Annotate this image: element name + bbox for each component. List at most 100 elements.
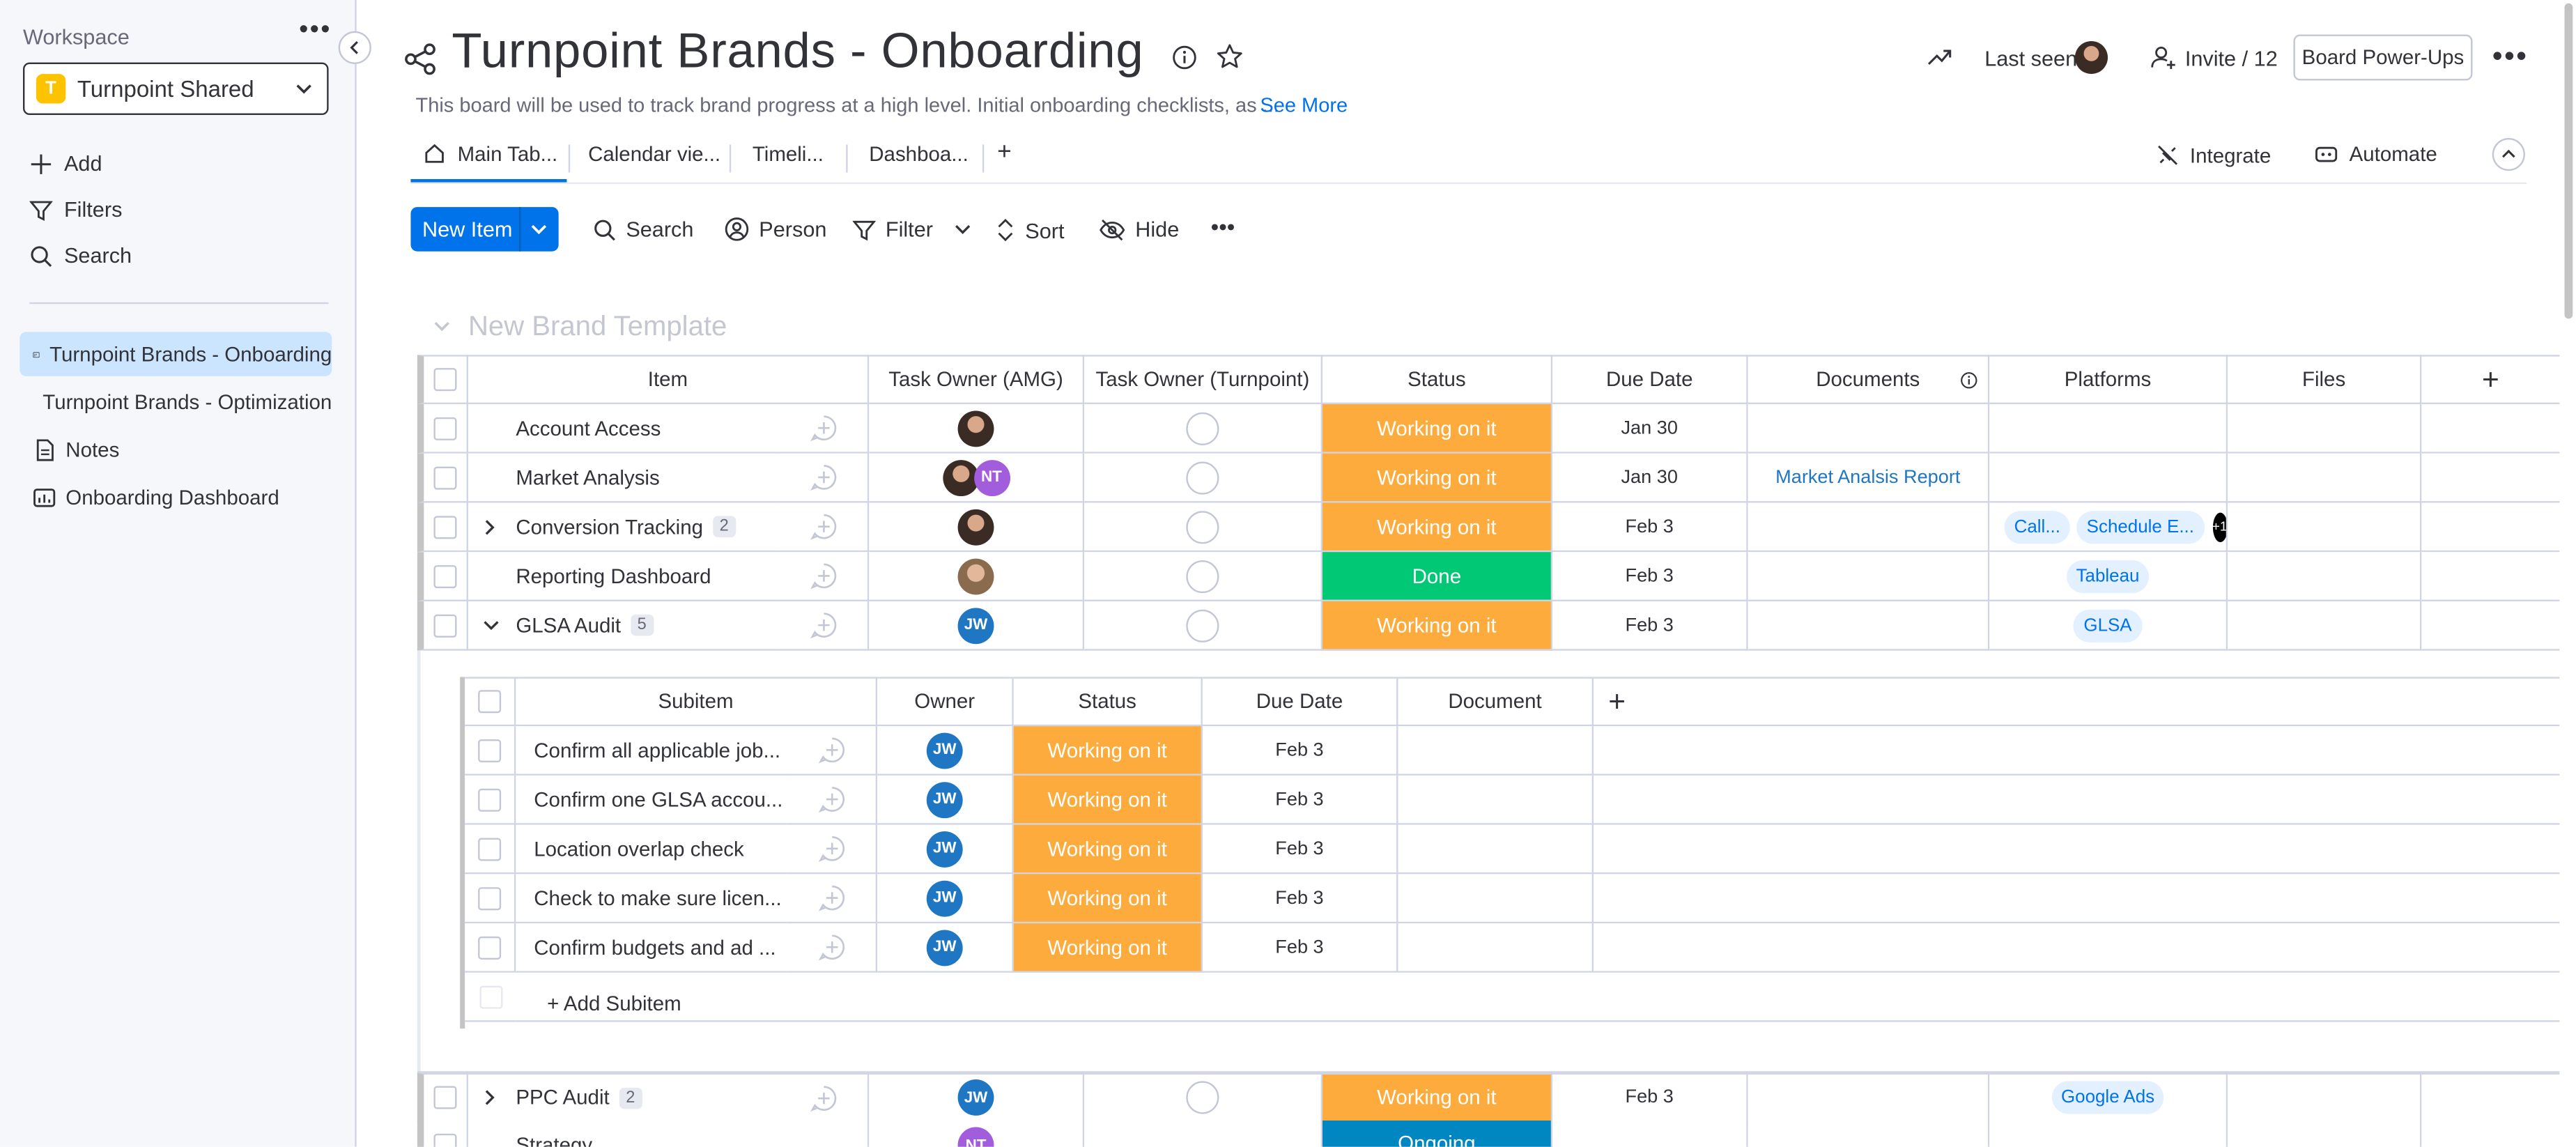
sidebar-collapse-button[interactable] <box>338 31 371 64</box>
add-update-cell[interactable] <box>778 404 870 454</box>
add-update-cell[interactable] <box>787 923 878 973</box>
row-checkbox[interactable] <box>478 935 502 959</box>
table-row[interactable]: Account Access Working on it Jan 30 <box>417 404 2560 454</box>
star-icon[interactable] <box>1216 43 1244 70</box>
due-date-cell[interactable]: Feb 3 <box>1202 874 1398 924</box>
subitem-name[interactable]: Confirm one GLSA accou... <box>516 775 787 825</box>
item-name[interactable]: Market Analysis <box>468 453 779 503</box>
subitem-select-all-cell[interactable] <box>465 677 516 727</box>
person-filter-button[interactable]: Person <box>725 217 826 242</box>
add-update-icon[interactable] <box>817 884 845 911</box>
status-cell[interactable]: Working on it <box>1322 502 1553 553</box>
sidebar-item-onboarding[interactable]: Turnpoint Brands - Onboarding <box>20 332 332 376</box>
more-options-icon[interactable]: ••• <box>2492 39 2529 72</box>
column-header-item[interactable]: Item <box>468 355 870 405</box>
add-update-cell[interactable] <box>778 1072 870 1123</box>
row-select-cell[interactable] <box>417 601 468 651</box>
owner-amg-cell[interactable] <box>869 502 1085 553</box>
chevron-down-icon[interactable] <box>529 222 548 238</box>
toolbar-more-icon[interactable]: ••• <box>1210 213 1235 240</box>
row-checkbox[interactable] <box>433 416 457 440</box>
status-cell[interactable]: Done <box>1322 552 1553 601</box>
status-cell[interactable]: Working on it <box>1322 404 1553 454</box>
add-update-cell[interactable] <box>787 874 878 924</box>
table-row[interactable]: Conversion Tracking 2 Working on it Feb … <box>417 502 2560 553</box>
workspace-selector[interactable]: T Turnpoint Shared <box>23 62 329 116</box>
row-checkbox[interactable] <box>433 1132 457 1147</box>
add-update-cell[interactable] <box>778 601 870 651</box>
chevron-right-icon[interactable] <box>481 517 498 537</box>
add-update-icon[interactable] <box>817 785 845 813</box>
group-title[interactable]: New Brand Template <box>468 310 727 342</box>
tab-timeline[interactable]: Timeli... <box>752 143 824 167</box>
add-update-cell[interactable] <box>787 775 878 825</box>
owner-turnpoint-cell[interactable] <box>1084 1072 1323 1123</box>
due-date-cell[interactable]: Feb 3 <box>1202 824 1398 875</box>
platforms-cell[interactable]: Google Ads <box>1989 1072 2228 1123</box>
row-select-cell[interactable] <box>417 453 468 503</box>
due-date-cell[interactable]: Feb 3 <box>1552 1072 1748 1123</box>
owner-amg-cell[interactable]: NT <box>869 453 1085 503</box>
files-cell[interactable] <box>2228 552 2422 601</box>
row-select-cell[interactable] <box>417 404 468 454</box>
due-date-cell[interactable]: Feb 3 <box>1552 502 1748 553</box>
row-select-cell[interactable] <box>465 874 516 924</box>
owner-amg-cell[interactable] <box>869 404 1085 454</box>
column-header-document[interactable]: Document <box>1398 677 1594 727</box>
item-cell[interactable]: PPC Audit 2 <box>468 1072 779 1123</box>
automate-button[interactable]: Automate <box>2313 143 2437 166</box>
status-cell[interactable]: Working on it <box>1013 824 1203 875</box>
platforms-cell[interactable] <box>1989 404 2228 454</box>
row-select-cell[interactable] <box>465 726 516 776</box>
item-cell[interactable]: GLSA Audit 5 <box>468 601 779 651</box>
subitem-row[interactable]: Location overlap check JW Working on it … <box>460 824 2576 875</box>
status-cell[interactable]: Working on it <box>1013 874 1203 924</box>
vertical-scrollbar[interactable] <box>2564 3 2573 319</box>
owner-cell[interactable]: JW <box>877 874 1014 924</box>
owner-turnpoint-cell[interactable] <box>1084 453 1323 503</box>
due-date-cell[interactable]: Feb 3 <box>1202 923 1398 973</box>
table-row[interactable]: Strategy NT Ongoing <box>417 1121 2560 1147</box>
platform-tag[interactable]: Schedule E... <box>2076 510 2205 544</box>
board-power-ups-button[interactable]: Board Power-Ups <box>2293 34 2473 81</box>
last-seen[interactable]: Last seen <box>1984 46 2077 70</box>
column-header-subitem[interactable]: Subitem <box>516 677 878 727</box>
status-cell[interactable]: Working on it <box>1322 601 1553 651</box>
row-select-cell[interactable] <box>465 923 516 973</box>
status-cell[interactable]: Working on it <box>1322 1072 1553 1123</box>
row-checkbox[interactable] <box>433 613 457 637</box>
files-cell[interactable] <box>2228 1121 2422 1147</box>
row-checkbox[interactable] <box>433 564 457 587</box>
owner-amg-cell[interactable]: JW <box>869 1072 1085 1123</box>
due-date-cell[interactable] <box>1552 1121 1748 1147</box>
subitem-row[interactable]: Confirm all applicable job... JW Working… <box>460 726 2576 776</box>
add-column-button[interactable]: + <box>2421 355 2560 405</box>
row-checkbox[interactable] <box>478 787 502 811</box>
due-date-cell[interactable]: Feb 3 <box>1202 775 1398 825</box>
see-more-link[interactable]: See More <box>1260 93 1348 117</box>
sidebar-search[interactable]: Search <box>29 243 132 268</box>
documents-cell[interactable] <box>1748 552 1990 601</box>
add-update-icon[interactable] <box>817 736 845 764</box>
add-update-icon[interactable] <box>817 933 845 961</box>
add-update-cell[interactable] <box>778 502 870 553</box>
owner-cell[interactable]: JW <box>877 824 1014 875</box>
add-update-cell[interactable] <box>787 824 878 875</box>
column-header-status[interactable]: Status <box>1322 355 1553 405</box>
add-subitem-row[interactable] <box>460 972 2576 1022</box>
tab-dashboard[interactable]: Dashboa... <box>869 143 969 167</box>
column-header-files[interactable]: Files <box>2228 355 2422 405</box>
subitem-name[interactable]: Check to make sure licen... <box>516 874 787 924</box>
item-name[interactable]: Strategy <box>468 1121 779 1147</box>
due-date-cell[interactable]: Feb 3 <box>1552 552 1748 601</box>
owner-turnpoint-cell[interactable] <box>1084 502 1323 553</box>
sidebar-item-dashboard[interactable]: Onboarding Dashboard <box>20 475 332 519</box>
row-checkbox[interactable] <box>433 515 457 539</box>
row-checkbox[interactable] <box>478 837 502 861</box>
due-date-cell[interactable]: Feb 3 <box>1202 726 1398 776</box>
add-update-cell[interactable] <box>778 453 870 503</box>
platforms-cell[interactable]: Tableau <box>1989 552 2228 601</box>
info-icon[interactable] <box>1171 45 1198 71</box>
owner-amg-cell[interactable]: JW <box>869 601 1085 651</box>
subitem-name[interactable]: Confirm budgets and ad ... <box>516 923 787 973</box>
